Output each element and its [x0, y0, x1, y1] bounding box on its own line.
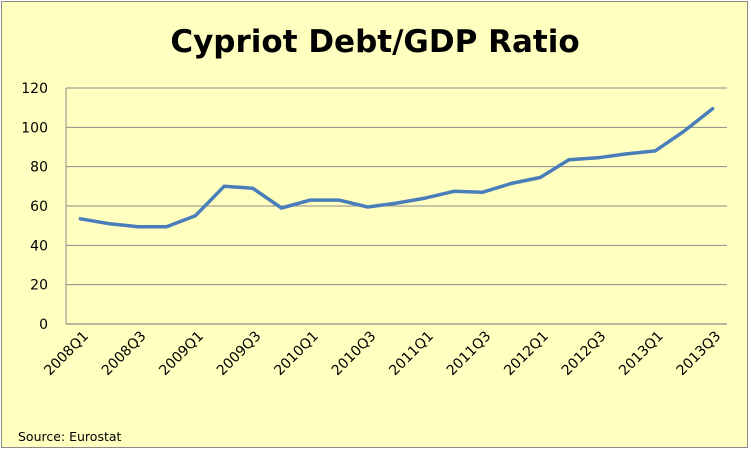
- x-tick-label: 2009Q3: [214, 328, 265, 379]
- y-tick-label: 80: [30, 160, 48, 176]
- series-line-0: [78, 106, 715, 229]
- x-tick-label: 2013Q3: [674, 328, 725, 379]
- x-tick-label: 2011Q3: [444, 328, 495, 379]
- y-tick-label: 0: [39, 317, 48, 333]
- y-tick-label: 120: [21, 81, 48, 97]
- x-tick-label: 2013Q1: [616, 328, 667, 379]
- source-note: Source: Eurostat: [18, 429, 122, 444]
- x-tick-label: 2008Q3: [99, 328, 150, 379]
- y-tick-label: 40: [30, 238, 48, 254]
- y-tick-label: 100: [21, 120, 48, 136]
- x-tick-label: 2012Q1: [501, 328, 552, 379]
- x-tick-label: 2012Q3: [559, 328, 610, 379]
- y-axis-tick-labels: 0 20 40 60 80 100 120: [21, 81, 48, 333]
- chart-title: Cypriot Debt/GDP Ratio: [170, 24, 579, 60]
- y-tick-label: 20: [30, 278, 48, 294]
- gridlines: [65, 87, 727, 325]
- x-axis-tick-labels: 2008Q1 2008Q3 2009Q1 2009Q3 2010Q1 2010Q3 2011…: [41, 328, 724, 379]
- x-tick-label: 2010Q1: [271, 328, 322, 379]
- x-tick-label: 2009Q1: [156, 328, 207, 379]
- x-tick-label: 2008Q1: [41, 328, 92, 379]
- y-tick-label: 60: [30, 199, 48, 215]
- x-tick-label: 2011Q1: [386, 328, 437, 379]
- series-layer: [78, 106, 715, 229]
- x-tick-label: 2010Q3: [329, 328, 380, 379]
